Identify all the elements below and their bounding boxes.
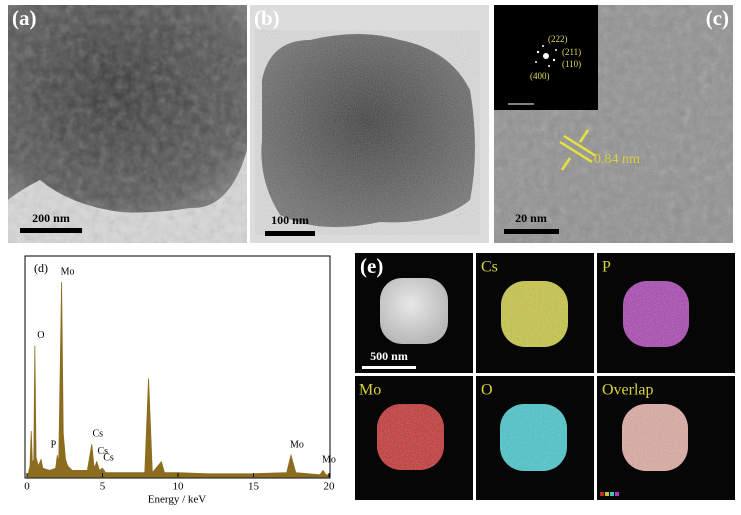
panel-label: (d) — [34, 261, 48, 275]
scale-text: 200 nm — [32, 211, 70, 225]
peak-label: Mo — [322, 455, 336, 466]
panel-a: (a) 200 nm — [8, 5, 247, 243]
peak-label: Cs — [97, 446, 108, 457]
x-tick-label: 20 — [324, 481, 336, 493]
plane-label: (400) — [530, 71, 550, 81]
map-tile — [355, 376, 473, 500]
plot-frame — [24, 255, 331, 479]
scale-bar — [362, 366, 416, 369]
x-tick-label: 0 — [24, 481, 30, 493]
panel-b: (b) 100 nm — [250, 5, 489, 243]
spectrum — [26, 282, 330, 478]
map-label: Cs — [481, 259, 498, 276]
map-tile — [355, 253, 473, 373]
map-label: Overlap — [602, 382, 654, 399]
peak-label: Cs — [103, 453, 114, 464]
map-label: Mo — [359, 382, 381, 399]
spacing-label: 0.84 nm — [594, 152, 640, 167]
panel-e: (e) 500 nm Cs P Mo O Overlap — [355, 253, 735, 500]
panel-label: (a) — [12, 6, 37, 30]
map-tile — [597, 376, 735, 500]
panel-label: (c) — [706, 6, 729, 30]
peak-label: P — [51, 439, 57, 450]
plane-label: (222) — [548, 34, 568, 44]
scale-text: 100 nm — [271, 213, 309, 227]
panel-c: (222) (211) (110) (400) 0.84 nm (c) 20 n… — [494, 5, 733, 243]
lattice-marker — [559, 129, 597, 171]
map-label: P — [602, 259, 611, 276]
scale-text: 20 nm — [515, 211, 547, 225]
x-axis-label: Energy / keV — [148, 494, 207, 506]
panel-label: (e) — [360, 254, 383, 278]
map-label: O — [481, 382, 493, 399]
scale-text: 500 nm — [370, 349, 408, 363]
x-tick-label: 5 — [100, 481, 106, 493]
map-tile — [476, 253, 594, 373]
peak-label: Cs — [92, 428, 103, 439]
map-tile — [476, 376, 594, 500]
map-tile — [597, 253, 735, 373]
plane-label: (110) — [562, 59, 581, 69]
peak-label: Mo — [290, 439, 304, 450]
x-tick-label: 10 — [173, 481, 185, 493]
peak-label: O — [37, 330, 44, 341]
peak-label: Mo — [61, 266, 75, 277]
x-tick-label: 15 — [248, 481, 260, 493]
scale-bar — [20, 228, 82, 233]
panel-label: (b) — [254, 6, 280, 30]
scale-bar — [504, 229, 559, 234]
plane-label: (211) — [562, 47, 581, 57]
scale-bar — [265, 231, 315, 236]
